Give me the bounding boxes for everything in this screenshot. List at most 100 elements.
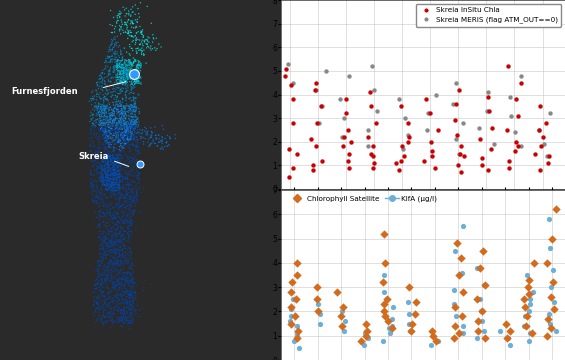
Point [160, 144, 169, 149]
Point [116, 153, 125, 158]
Point [94, 144, 103, 150]
Point [88, 120, 97, 126]
Point [89, 173, 98, 179]
Point [97, 282, 106, 287]
Point [117, 192, 126, 198]
Point [97, 113, 106, 119]
Point [128, 138, 137, 143]
Point [129, 126, 138, 132]
Point [107, 83, 116, 89]
Point [113, 262, 122, 267]
Point [106, 202, 115, 208]
Point [108, 298, 117, 304]
Point [109, 36, 118, 42]
Point [92, 134, 101, 140]
Point [110, 165, 119, 170]
Point [123, 132, 132, 138]
Point [449, 287, 458, 292]
Point [136, 75, 145, 81]
Point [105, 248, 114, 254]
Point [111, 208, 120, 214]
Point [126, 76, 135, 81]
Point [104, 124, 113, 130]
Point [112, 221, 121, 227]
Point [102, 284, 111, 290]
Point [121, 104, 130, 110]
Point [111, 127, 120, 133]
Point [103, 115, 112, 121]
Point [458, 330, 467, 336]
Point [123, 294, 132, 300]
Point [105, 134, 114, 140]
Point [94, 175, 103, 181]
Point [103, 140, 112, 145]
Point [106, 303, 115, 309]
Point [101, 104, 110, 110]
Point [128, 39, 137, 45]
Point [99, 141, 108, 147]
Point [103, 53, 112, 59]
Point [360, 330, 370, 336]
Point [103, 217, 112, 223]
Point [122, 123, 131, 129]
Point [114, 232, 123, 238]
Point [108, 164, 118, 170]
Point [115, 71, 124, 77]
Point [121, 5, 131, 11]
Point [95, 228, 104, 234]
Point [131, 58, 140, 64]
Point [485, 108, 494, 114]
Point [103, 157, 112, 162]
Point [117, 19, 126, 25]
Point [97, 168, 106, 174]
Point [131, 84, 140, 90]
Point [100, 182, 109, 188]
Point [128, 178, 137, 184]
Point [106, 153, 115, 159]
Point [128, 134, 137, 139]
Point [113, 165, 122, 170]
Point [127, 307, 136, 313]
Point [117, 17, 126, 23]
Point [108, 156, 117, 162]
Point [433, 338, 442, 343]
Point [484, 94, 493, 100]
Point [115, 315, 124, 321]
Point [105, 177, 114, 183]
Point [103, 275, 112, 280]
Point [114, 109, 123, 115]
Point [99, 210, 108, 215]
Point [97, 288, 106, 294]
Point [114, 141, 123, 147]
Point [112, 62, 121, 67]
Point [105, 119, 114, 125]
Point [106, 193, 115, 199]
Point [118, 239, 127, 244]
Point [136, 136, 145, 141]
Point [115, 253, 124, 259]
Point [96, 122, 105, 128]
Point [107, 110, 116, 116]
Point [119, 116, 128, 121]
Point [109, 259, 118, 265]
Point [107, 183, 116, 188]
Point [107, 179, 116, 185]
Point [102, 105, 111, 111]
Point [122, 219, 131, 224]
Point [99, 237, 108, 243]
Point [95, 221, 105, 227]
Point [103, 91, 112, 97]
Point [107, 94, 116, 100]
Point [105, 258, 114, 264]
Point [92, 155, 101, 161]
Point [100, 239, 109, 245]
Point [127, 132, 136, 138]
Point [106, 157, 115, 163]
Point [117, 192, 126, 197]
Point [108, 159, 117, 165]
Point [103, 163, 112, 169]
Point [100, 179, 109, 185]
Point [449, 335, 458, 341]
Point [101, 90, 110, 96]
Point [113, 188, 122, 193]
